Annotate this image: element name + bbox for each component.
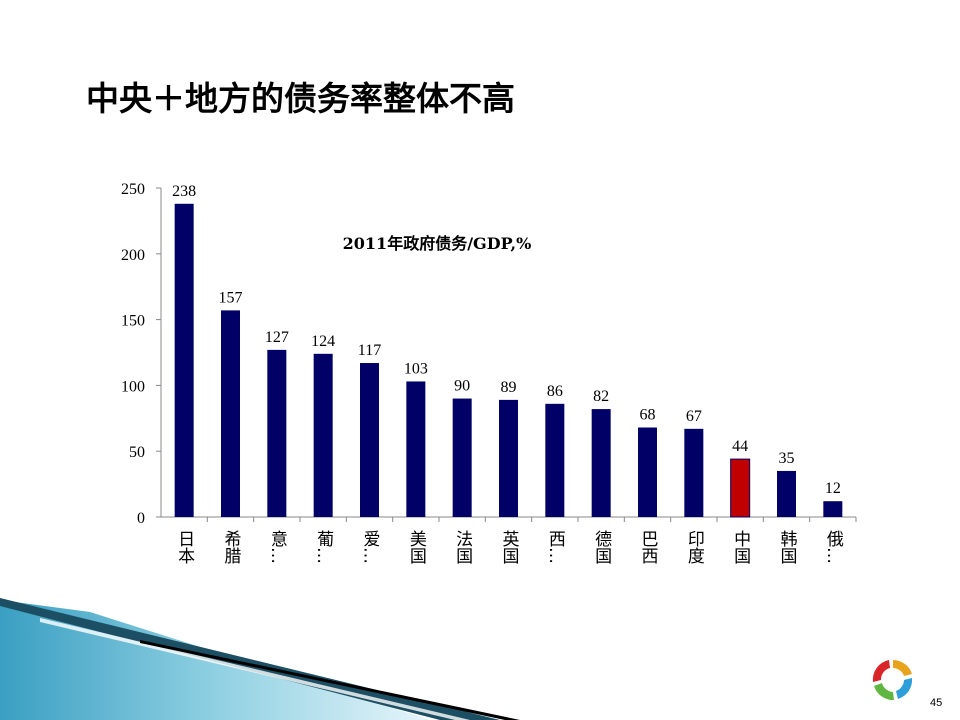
x-tick-label: 印度 [684, 530, 705, 564]
bar [684, 428, 704, 517]
bar [638, 427, 657, 517]
data-label: 157 [219, 289, 243, 306]
data-label: 12 [825, 480, 841, 497]
x-tick-label: 意… [267, 530, 287, 564]
x-tick-label: 德国 [591, 530, 612, 564]
bar [545, 403, 565, 517]
bar [174, 203, 194, 518]
bar [406, 381, 426, 517]
chart-title: 2011年政府债务/GDP,% [343, 234, 532, 253]
y-tick-label: 150 [121, 313, 145, 330]
data-label: 44 [732, 438, 748, 455]
x-tick-label: 日本 [174, 530, 195, 564]
x-tick-label: 希腊 [221, 530, 242, 564]
data-label: 124 [311, 333, 335, 350]
data-label: 86 [547, 383, 563, 400]
bar [730, 458, 751, 518]
x-tick-label: 巴西 [638, 530, 658, 564]
bar [221, 310, 240, 517]
data-label: 82 [593, 388, 609, 405]
y-tick-label: 250 [121, 181, 145, 198]
bar [591, 409, 611, 517]
data-label: 103 [404, 360, 428, 377]
x-tick-label: 俄… [823, 530, 844, 564]
data-label: 35 [779, 450, 795, 467]
bars [174, 203, 843, 518]
data-label: 127 [265, 329, 289, 346]
bar [499, 399, 518, 517]
page-number: 45 [930, 697, 943, 709]
data-label: 117 [358, 342, 381, 359]
bar [823, 501, 843, 517]
x-tick-label: 葡… [313, 530, 334, 564]
data-label: 90 [454, 378, 470, 395]
bar [360, 363, 379, 517]
logo [872, 660, 913, 701]
bar [452, 398, 472, 517]
slide-title: 中央＋地方的债务率整体不高 [86, 79, 515, 118]
y-tick-label: 200 [121, 247, 145, 264]
x-tick-label: 中国 [730, 530, 750, 564]
x-tick-label: 西… [545, 530, 565, 564]
data-label: 67 [686, 408, 702, 425]
x-tick-label: 法国 [452, 530, 473, 564]
y-tick-label: 50 [129, 444, 145, 461]
value-labels: 238 157 127 124 117 103 90 89 86 82 68 67 44 35 12 [172, 183, 841, 497]
x-tick-label: 英国 [499, 530, 520, 564]
y-tick-label: 0 [137, 510, 145, 527]
x-tick-label: 爱… [360, 530, 381, 564]
data-label: 238 [172, 183, 196, 200]
y-tick-label: 100 [121, 378, 145, 395]
data-label: 89 [501, 379, 517, 396]
x-tick-label: 韩国 [777, 530, 798, 564]
bar [777, 470, 796, 517]
x-axis-labels: 日本 希腊 意… 葡… 爱… 美国 法国 英国 西… 德国 巴西 印度 中国 韩国 俄… [174, 517, 857, 564]
bar [313, 353, 333, 517]
x-tick-label: 美国 [406, 530, 427, 564]
data-label: 68 [640, 407, 656, 424]
bar [267, 349, 287, 517]
